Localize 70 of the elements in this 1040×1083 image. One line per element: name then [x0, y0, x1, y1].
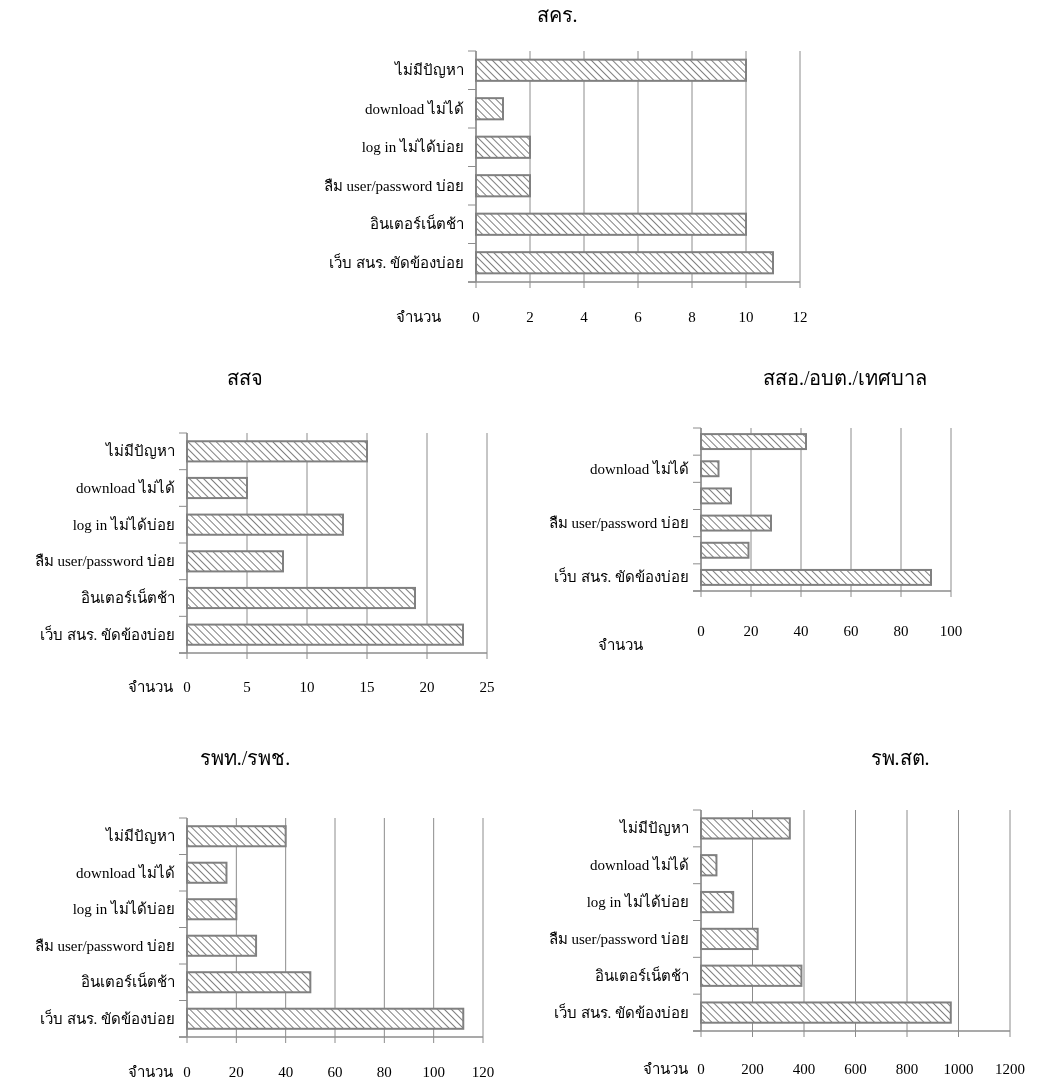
y-tick-label: อินเตอร์เน็ตช้า	[81, 588, 175, 606]
x-axis-title: จำนวน	[395, 309, 441, 325]
chart-title: สสอ./อบต./เทศบาล	[762, 367, 928, 389]
y-tick-label: log in ไม่ได้บ่อย	[72, 515, 175, 533]
x-tick-label: 0	[472, 309, 480, 325]
x-tick-label: 20	[743, 623, 759, 639]
y-tick-label: ลืม user/password บ่อย	[323, 177, 464, 194]
y-tick-label: ลืม user/password บ่อย	[548, 930, 689, 947]
y-tick-label: download ไม่ได้	[590, 856, 689, 874]
chart-title: รพ.สต.	[870, 747, 930, 769]
x-tick-label: 120	[471, 1064, 495, 1080]
x-axis-title: จำนวน	[597, 637, 643, 653]
y-tick-label: เว็บ สนร. ขัดข้องบ่อย	[553, 1002, 689, 1021]
y-tick-label: เว็บ สนร. ขัดข้องบ่อย	[39, 624, 175, 643]
x-tick-label: 1000	[943, 1061, 974, 1077]
y-tick-label: ไม่มีปัญหา	[105, 442, 175, 460]
chart-title: รพท./รพช.	[199, 747, 291, 769]
x-tick-label: 15	[359, 679, 375, 695]
x-tick-label: 5	[243, 679, 251, 695]
x-tick-label: 25	[479, 679, 495, 695]
y-tick-label: log in ไม่ได้บ่อย	[361, 138, 464, 156]
y-tick-label: ไม่มีปัญหา	[394, 61, 464, 79]
y-tick-label: อินเตอร์เน็ตช้า	[370, 214, 464, 233]
y-tick-label: download ไม่ได้	[76, 479, 175, 496]
y-tick-label: download ไม่ได้	[76, 863, 175, 881]
y-tick-label: ลืม user/password บ่อย	[548, 515, 689, 532]
x-tick-label: 0	[697, 1061, 705, 1077]
chart-title: สคร.	[536, 4, 578, 26]
x-tick-label: 200	[741, 1061, 764, 1077]
x-tick-label: 10	[738, 309, 754, 325]
y-tick-label: ไม่มีปัญหา	[105, 827, 175, 845]
y-tick-label: log in ไม่ได้บ่อย	[586, 893, 689, 911]
y-tick-label: ลืม user/password บ่อย	[34, 553, 175, 570]
x-tick-label: 40	[793, 623, 809, 639]
x-tick-label: 1200	[995, 1061, 1025, 1077]
x-axis-title: จำนวน	[127, 679, 173, 695]
x-tick-label: 6	[634, 309, 643, 325]
y-tick-label: อินเตอร์เน็ตช้า	[81, 972, 175, 991]
y-tick-label: เว็บ สนร. ขัดข้องบ่อย	[39, 1008, 175, 1027]
x-axis-title: จำนวน	[127, 1064, 173, 1080]
y-tick-label: ไม่มีปัญหา	[619, 819, 689, 837]
x-tick-label: 0	[697, 623, 705, 639]
y-tick-label: download ไม่ได้	[590, 459, 689, 477]
y-tick-label: เว็บ สนร. ขัดข้องบ่อย	[328, 252, 464, 271]
x-tick-label: 4	[580, 309, 589, 325]
x-tick-label: 60	[327, 1064, 343, 1080]
y-tick-label: log in ไม่ได้บ่อย	[72, 900, 175, 918]
x-tick-label: 800	[895, 1061, 919, 1077]
x-axis-title: จำนวน	[642, 1061, 688, 1077]
y-tick-label: download ไม่ได้	[365, 99, 464, 117]
x-tick-label: 40	[278, 1064, 294, 1080]
x-tick-label: 20	[228, 1064, 244, 1080]
x-tick-label: 0	[183, 1064, 191, 1080]
x-tick-label: 60	[843, 623, 859, 639]
x-tick-label: 100	[422, 1064, 445, 1080]
x-tick-label: 0	[183, 679, 191, 695]
x-tick-label: 10	[299, 679, 315, 695]
y-tick-label: ลืม user/password บ่อย	[34, 937, 175, 954]
x-tick-label: 80	[893, 623, 909, 639]
x-tick-label: 12	[792, 309, 808, 325]
x-tick-label: 600	[844, 1061, 867, 1077]
x-tick-label: 100	[939, 623, 963, 639]
y-tick-label: อินเตอร์เน็ตช้า	[595, 965, 689, 984]
y-tick-label: เว็บ สนร. ขัดข้องบ่อย	[553, 567, 689, 586]
x-tick-label: 400	[792, 1061, 816, 1077]
x-tick-label: 8	[688, 309, 696, 325]
chart-title: สสจ	[227, 367, 263, 389]
x-tick-label: 80	[376, 1064, 392, 1080]
x-tick-label: 20	[419, 679, 435, 695]
x-tick-label: 2	[526, 309, 534, 325]
